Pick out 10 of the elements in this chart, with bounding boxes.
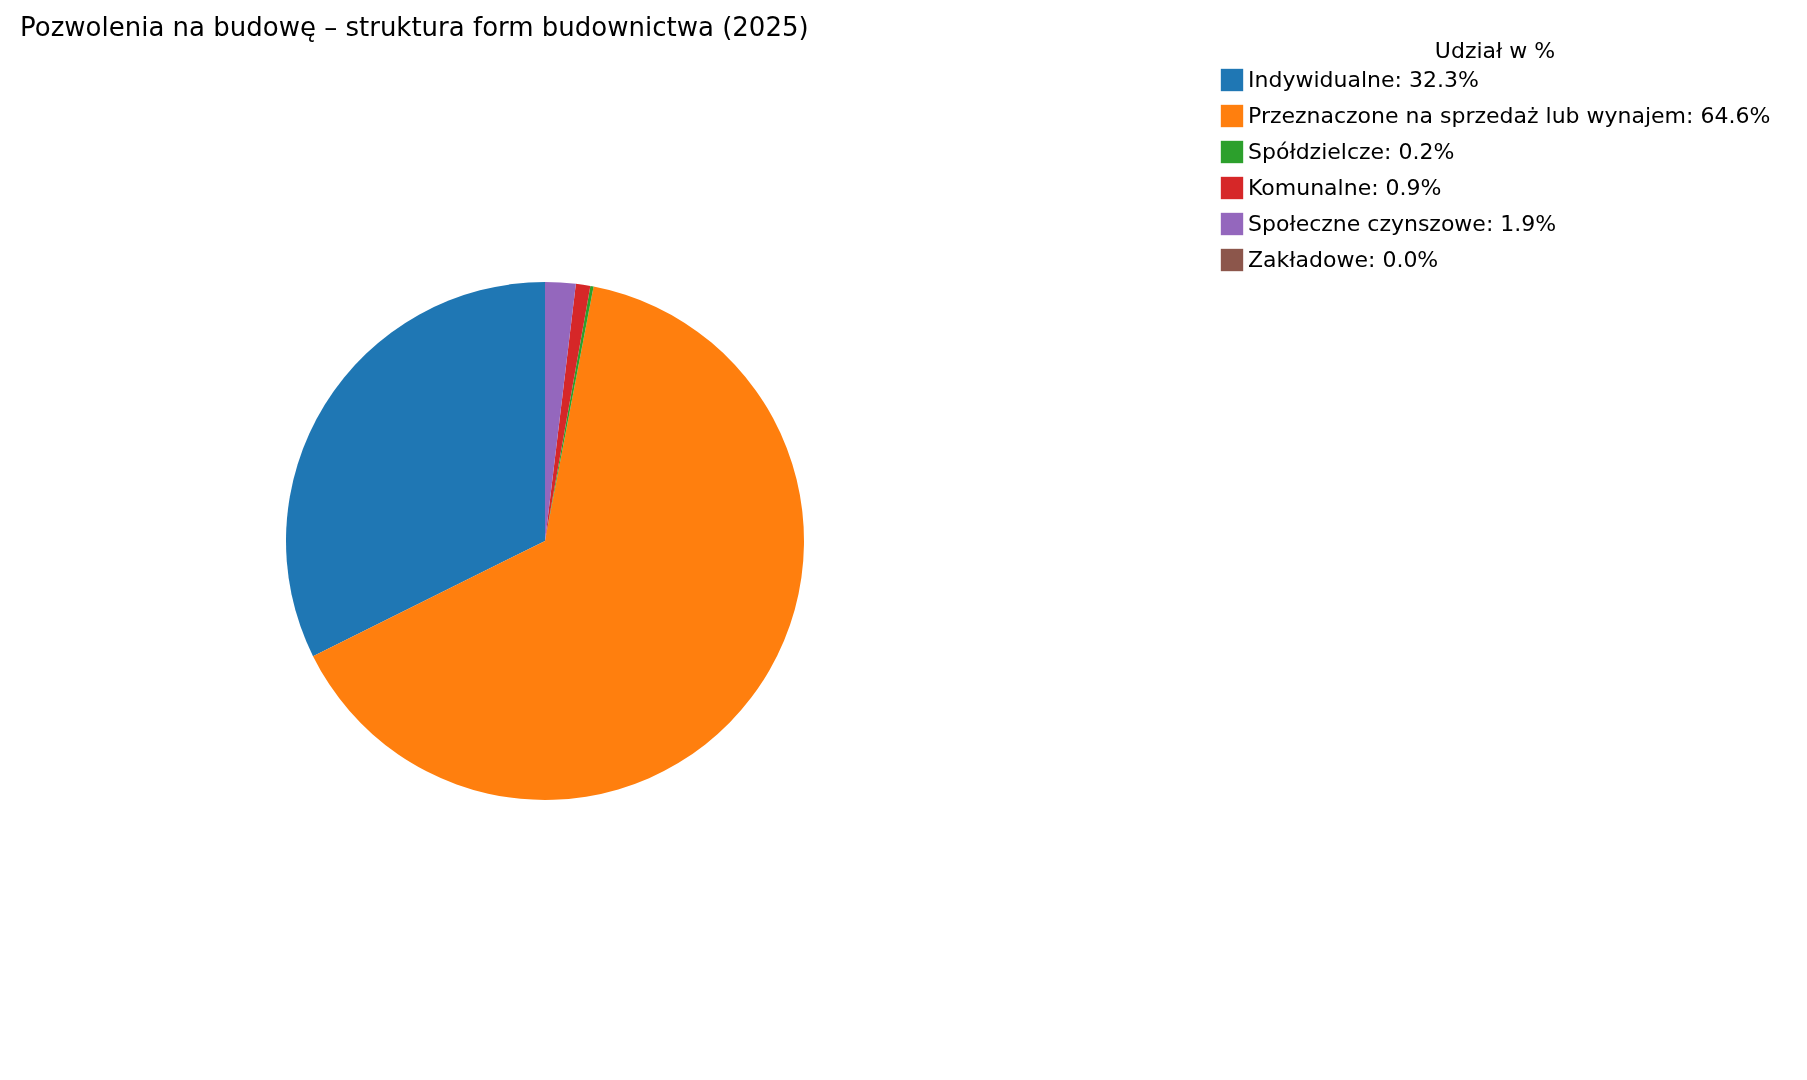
pie-slice xyxy=(286,282,545,657)
legend-label: Komunalne: 0.9% xyxy=(1248,175,1442,200)
legend-label: Spółdzielcze: 0.2% xyxy=(1248,139,1455,164)
chart-title: Pozwolenia na budowę – struktura form budownictwa (2025) xyxy=(20,12,809,42)
legend-label: Społeczne czynszowe: 1.9% xyxy=(1248,211,1557,236)
legend-label: Przeznaczone na sprzedaż lub wynajem: 64.6% xyxy=(1248,103,1771,128)
legend-title: Udział w % xyxy=(1434,38,1556,63)
pie-slice xyxy=(313,286,804,800)
legend-label: Indywidualne: 32.3% xyxy=(1248,67,1479,92)
legend-label: Zakładowe: 0.0% xyxy=(1248,247,1439,272)
